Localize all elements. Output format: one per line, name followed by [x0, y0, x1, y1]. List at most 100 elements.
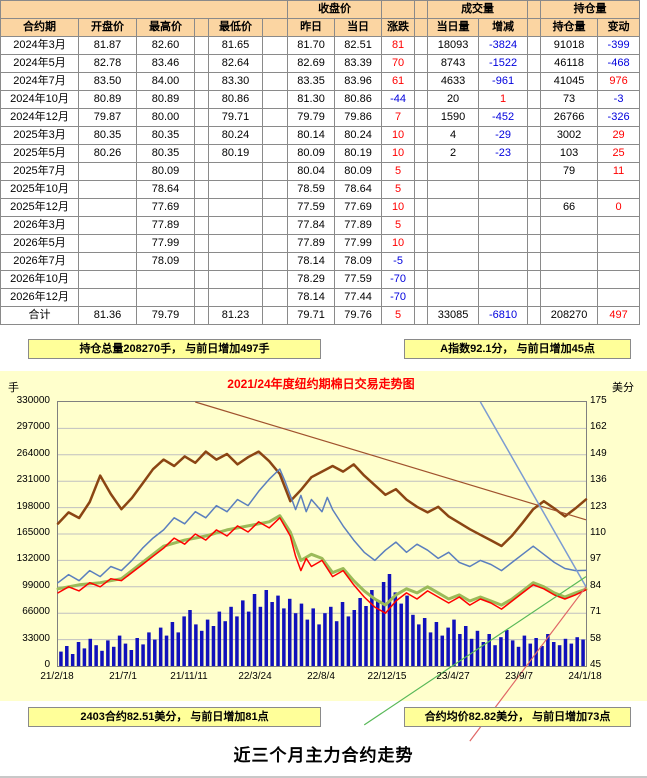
value-cell[interactable]: 77.99 [136, 234, 195, 253]
value-cell[interactable]: 80.35 [78, 126, 137, 145]
value-cell[interactable] [478, 270, 529, 289]
contract-month-cell[interactable]: 2026年3月 [0, 216, 79, 235]
value-cell[interactable]: 80.14 [287, 126, 336, 145]
col-header-prev[interactable]: 昨日 [287, 18, 336, 37]
value-cell[interactable]: 80.09 [334, 162, 383, 181]
value-cell[interactable] [478, 162, 529, 181]
value-cell[interactable]: -1522 [478, 54, 529, 73]
value-cell[interactable]: 81.65 [208, 36, 263, 55]
value-cell[interactable] [540, 288, 599, 307]
value-cell[interactable]: 7 [381, 108, 416, 127]
value-cell[interactable]: 79.86 [334, 108, 383, 127]
value-cell[interactable] [597, 270, 641, 289]
value-cell[interactable]: 77.44 [334, 288, 383, 307]
value-cell[interactable]: 80.04 [287, 162, 336, 181]
value-cell[interactable]: 2 [427, 144, 480, 163]
value-cell[interactable]: 81.70 [287, 36, 336, 55]
contract-month-cell[interactable]: 2025年12月 [0, 198, 79, 217]
value-cell[interactable]: 77.89 [334, 216, 383, 235]
col-header-oi[interactable]: 持仓量 [540, 18, 599, 37]
value-cell[interactable]: 77.84 [287, 216, 336, 235]
value-cell[interactable] [427, 198, 480, 217]
value-cell[interactable]: 80.86 [208, 90, 263, 109]
value-cell[interactable]: -961 [478, 72, 529, 91]
value-cell[interactable]: 20 [427, 90, 480, 109]
value-cell[interactable]: 73 [540, 90, 599, 109]
value-cell[interactable]: 81.36 [78, 306, 137, 325]
value-cell[interactable]: 80.35 [136, 144, 195, 163]
value-cell[interactable]: 5 [381, 306, 416, 325]
value-cell[interactable]: 81.23 [208, 306, 263, 325]
value-cell[interactable] [78, 270, 137, 289]
value-cell[interactable] [478, 288, 529, 307]
value-cell[interactable]: -399 [597, 36, 641, 55]
contract-month-cell[interactable]: 2026年10月 [0, 270, 79, 289]
value-cell[interactable]: 82.78 [78, 54, 137, 73]
header-blank-cell[interactable] [381, 0, 416, 19]
value-cell[interactable]: 4633 [427, 72, 480, 91]
value-cell[interactable] [78, 180, 137, 199]
col-header-today[interactable]: 当日 [334, 18, 383, 37]
value-cell[interactable]: 78.09 [334, 252, 383, 271]
value-cell[interactable]: -452 [478, 108, 529, 127]
value-cell[interactable] [540, 234, 599, 253]
value-cell[interactable]: -3824 [478, 36, 529, 55]
value-cell[interactable]: 80.24 [334, 126, 383, 145]
contract-month-cell[interactable]: 2025年10月 [0, 180, 79, 199]
value-cell[interactable]: -70 [381, 270, 416, 289]
value-cell[interactable]: 5 [381, 180, 416, 199]
value-cell[interactable]: 1590 [427, 108, 480, 127]
value-cell[interactable]: 83.39 [334, 54, 383, 73]
contract-month-cell[interactable]: 2025年3月 [0, 126, 79, 145]
value-cell[interactable] [427, 162, 480, 181]
value-cell[interactable]: 78.29 [287, 270, 336, 289]
value-cell[interactable]: 81 [381, 36, 416, 55]
value-cell[interactable]: 80.19 [208, 144, 263, 163]
group-header-close[interactable]: 收盘价 [287, 0, 383, 19]
value-cell[interactable]: -468 [597, 54, 641, 73]
value-cell[interactable]: 10 [381, 234, 416, 253]
value-cell[interactable] [597, 216, 641, 235]
value-cell[interactable]: 5 [381, 216, 416, 235]
value-cell[interactable]: 79.79 [287, 108, 336, 127]
summary-bar-avg-price[interactable]: 合约均价82.82美分， 与前日增加73点 [404, 707, 631, 727]
value-cell[interactable]: 3002 [540, 126, 599, 145]
value-cell[interactable] [208, 180, 263, 199]
value-cell[interactable]: 25 [597, 144, 641, 163]
value-cell[interactable] [78, 252, 137, 271]
value-cell[interactable] [427, 252, 480, 271]
value-cell[interactable] [540, 216, 599, 235]
value-cell[interactable] [427, 234, 480, 253]
value-cell[interactable] [427, 288, 480, 307]
value-cell[interactable]: 78.64 [136, 180, 195, 199]
value-cell[interactable]: 83.30 [208, 72, 263, 91]
value-cell[interactable] [540, 180, 599, 199]
value-cell[interactable]: 80.09 [287, 144, 336, 163]
contract-month-cell[interactable]: 2024年10月 [0, 90, 79, 109]
value-cell[interactable]: 83.46 [136, 54, 195, 73]
value-cell[interactable]: -5 [381, 252, 416, 271]
value-cell[interactable]: 497 [597, 306, 641, 325]
value-cell[interactable]: 29 [597, 126, 641, 145]
value-cell[interactable]: 79.79 [136, 306, 195, 325]
summary-bar-open-interest[interactable]: 持仓总量208270手， 与前日增加497手 [28, 339, 321, 359]
col-header-open[interactable]: 开盘价 [78, 18, 137, 37]
value-cell[interactable] [78, 162, 137, 181]
contract-month-cell[interactable]: 2024年7月 [0, 72, 79, 91]
value-cell[interactable] [478, 198, 529, 217]
value-cell[interactable] [478, 252, 529, 271]
summary-bar-a-index[interactable]: A指数92.1分， 与前日增加45点 [404, 339, 631, 359]
value-cell[interactable]: 103 [540, 144, 599, 163]
value-cell[interactable]: 66 [540, 198, 599, 217]
col-header-oichg[interactable]: 变动 [597, 18, 641, 37]
value-cell[interactable] [208, 234, 263, 253]
value-cell[interactable]: 8743 [427, 54, 480, 73]
value-cell[interactable] [597, 234, 641, 253]
value-cell[interactable]: 77.69 [136, 198, 195, 217]
value-cell[interactable]: 80.19 [334, 144, 383, 163]
value-cell[interactable]: 77.69 [334, 198, 383, 217]
value-cell[interactable] [427, 216, 480, 235]
value-cell[interactable]: 82.51 [334, 36, 383, 55]
contract-month-cell[interactable]: 2025年5月 [0, 144, 79, 163]
value-cell[interactable] [478, 180, 529, 199]
